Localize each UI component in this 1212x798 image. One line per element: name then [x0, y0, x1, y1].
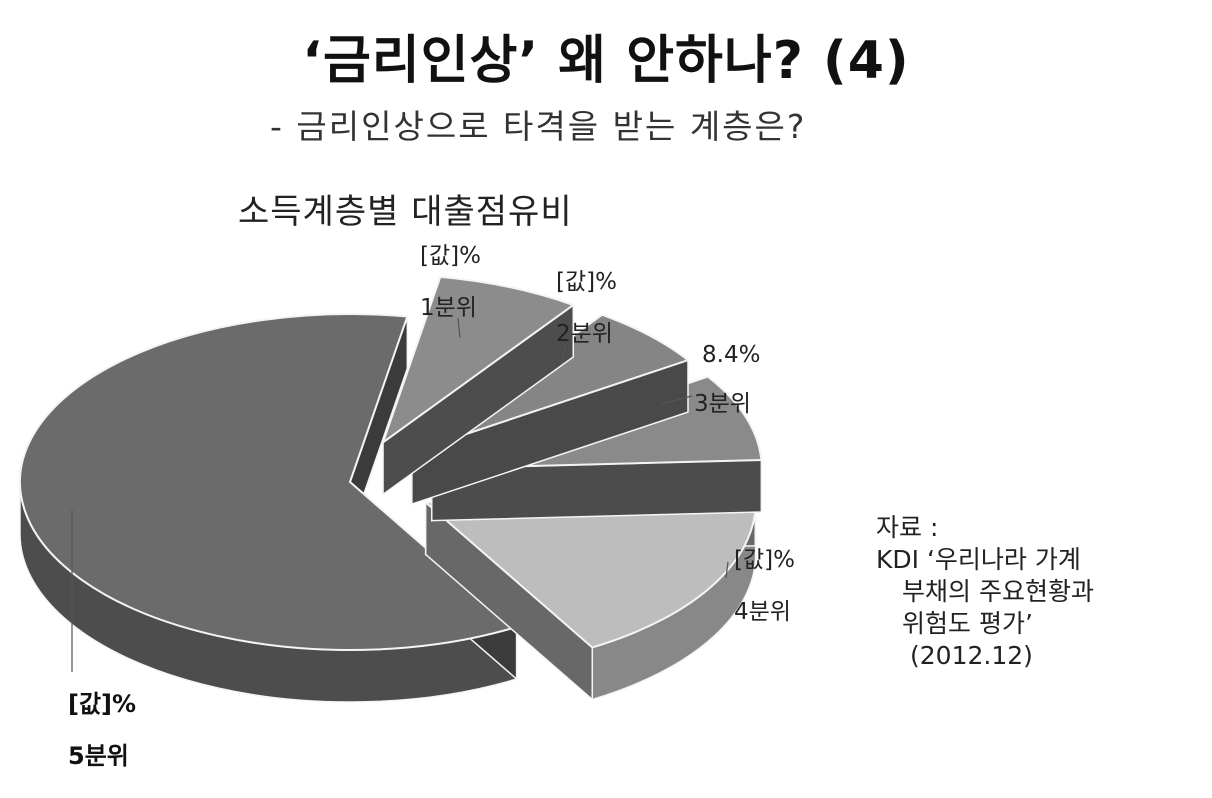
category-label-5: 5분위	[68, 742, 129, 770]
category-label-1: 1분위	[420, 295, 477, 321]
slice-1	[381, 275, 576, 496]
source-label: 자료 :	[876, 513, 939, 542]
leader-line-1	[457, 317, 461, 339]
leader-line-3	[661, 395, 693, 405]
data-label-1: [값]%	[420, 243, 481, 269]
leader-line-2	[561, 345, 567, 361]
slice-4-top	[423, 492, 757, 649]
slice-5	[19, 313, 519, 703]
chart-title: 소득계층별 대출점유비	[238, 192, 573, 232]
page-title: ‘금리인상’ 왜 안하나? (4)	[302, 31, 910, 91]
category-label-3: 3분위	[694, 391, 751, 417]
data-label-5: [값]%	[68, 690, 137, 718]
source-line-3: 위험도 평가’	[902, 609, 1033, 638]
leader-line-4	[725, 561, 729, 579]
slice-5-top	[19, 313, 519, 651]
source-line-4: (2012.12)	[910, 641, 1033, 670]
slice-4	[423, 492, 757, 702]
source-line-1: KDI ‘우리나라 가계	[876, 545, 1081, 574]
data-label-3: 8.4%	[702, 342, 761, 368]
data-label-2: [값]%	[556, 269, 617, 295]
category-label-4: 4분위	[734, 599, 791, 625]
slice-1-top	[381, 275, 576, 445]
data-label-4: [값]%	[734, 547, 795, 573]
category-label-2: 2분위	[556, 321, 613, 347]
source-line-2: 부채의 주요현황과	[902, 577, 1094, 606]
page-subtitle: - 금리인상으로 타격을 받는 계층은?	[270, 107, 807, 146]
source-note: 자료 : KDI ‘우리나라 가계 부채의 주요현황과 위험도 평가’ (201…	[876, 512, 1094, 672]
